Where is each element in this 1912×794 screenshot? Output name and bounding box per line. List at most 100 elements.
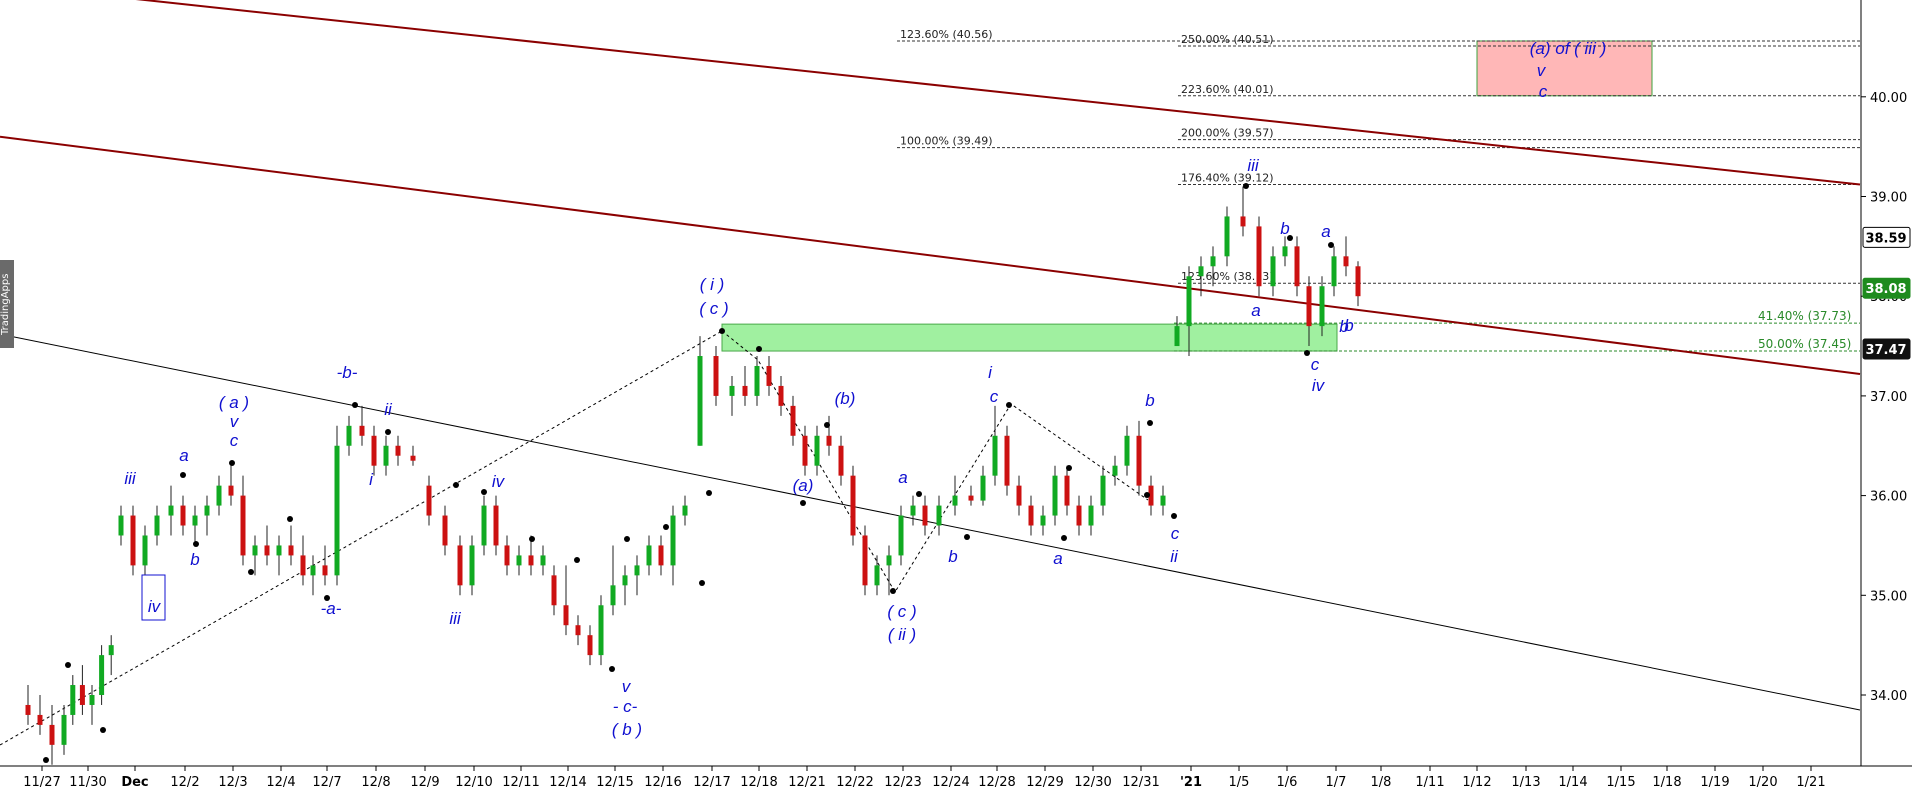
x-tick-label: 12/30: [1074, 775, 1111, 790]
wave-label: ( a ): [219, 393, 249, 412]
candle-up: [216, 485, 222, 506]
candle-up: [108, 645, 114, 656]
pivot-dot: [624, 536, 630, 542]
x-tick-label: 12/2: [170, 775, 199, 790]
x-tick-label: 1/12: [1462, 775, 1491, 790]
candle-up: [1088, 505, 1094, 526]
candle-down: [1064, 475, 1070, 506]
zones-layer: [721, 40, 1653, 352]
pivot-dot: [916, 491, 922, 497]
candle-down: [838, 445, 844, 476]
candle-down: [766, 365, 772, 386]
candle-down: [826, 435, 832, 446]
x-tick-label: 12/10: [455, 775, 492, 790]
candle-down: [264, 545, 270, 556]
candle-up: [334, 445, 340, 576]
candle-down: [395, 445, 401, 456]
candle-down: [426, 485, 432, 516]
y-tick-label: 35.00: [1870, 589, 1907, 604]
wave-label: (b): [835, 389, 856, 408]
pivot-dot: [964, 534, 970, 540]
candle-down: [457, 545, 463, 586]
wave-path: [721, 330, 1149, 593]
pivot-dot: [1066, 465, 1072, 471]
candle-down: [25, 704, 31, 715]
fib-label: 223.60% (40.01): [1181, 83, 1274, 96]
wave-label: ii: [1170, 547, 1179, 566]
x-tick-label: Dec: [121, 775, 148, 790]
wave-label: iv: [492, 472, 506, 491]
candle-down: [1016, 485, 1022, 506]
x-tick-label: 1/6: [1277, 775, 1298, 790]
price-tag-label: 37.47: [1865, 343, 1906, 358]
candle-up: [874, 565, 880, 586]
fib-label: 123.60% (38.13): [1181, 270, 1274, 283]
wave-label: a: [898, 468, 907, 487]
wave-label: iv: [1312, 376, 1326, 395]
candle-down: [802, 435, 808, 466]
fib-levels-layer: 123.60% (40.56) 250.00% (40.51) 223.60% (4…: [897, 28, 1860, 352]
x-tick-label: 12/8: [361, 775, 390, 790]
pivot-dot: [663, 524, 669, 530]
candle-up: [469, 545, 475, 586]
candle-down: [575, 625, 581, 636]
pivot-dot: [706, 490, 712, 496]
candle-down: [778, 385, 784, 406]
x-tick-label: 1/7: [1326, 775, 1347, 790]
pivot-dot: [229, 460, 235, 466]
candle-up: [1100, 475, 1106, 506]
pivot-dot: [1061, 535, 1067, 541]
candle-up: [952, 495, 958, 506]
support-zone: [721, 323, 1338, 352]
wave-label: b: [1280, 219, 1289, 238]
candle-up: [1282, 246, 1288, 257]
price-tag-label: 38.59: [1865, 231, 1906, 246]
pivot-dot: [1147, 420, 1153, 426]
candle-up: [1124, 435, 1130, 466]
fib-label: 200.00% (39.57): [1181, 127, 1274, 140]
x-tick-label: 12/16: [644, 775, 681, 790]
candle-down: [1355, 266, 1361, 297]
tradingapps-watermark: TradingApps: [0, 260, 14, 348]
pivot-dot: [43, 757, 49, 763]
pivot-dot: [248, 569, 254, 575]
candle-down: [742, 385, 748, 396]
x-tick-label: 12/15: [596, 775, 633, 790]
candle-down: [551, 575, 557, 606]
candle-up: [646, 545, 652, 566]
wave-label: - c-: [613, 697, 638, 716]
candle-up: [898, 515, 904, 556]
candle-up: [1174, 326, 1180, 347]
pivot-dot: [719, 328, 725, 334]
candle-down: [442, 515, 448, 546]
fib-label: 123.60% (40.56): [900, 28, 993, 41]
pivot-dots-layer: [43, 183, 1334, 763]
wave-label: c: [1311, 355, 1320, 374]
candle-down: [587, 635, 593, 656]
candle-down: [1256, 226, 1262, 287]
pivot-dot: [324, 595, 330, 601]
candle-up: [936, 505, 942, 526]
candle-down: [1306, 286, 1312, 327]
candle-down: [850, 475, 856, 536]
x-tick-label: 12/18: [740, 775, 777, 790]
candle-down: [1076, 505, 1082, 526]
candle-up: [634, 565, 640, 576]
candle-up: [154, 515, 160, 536]
candle-up: [70, 685, 76, 715]
pivot-dot: [453, 482, 459, 488]
wave-label: ii: [384, 400, 393, 419]
candle-up: [192, 515, 198, 526]
wave-label: i: [369, 470, 374, 489]
candle-down: [1148, 485, 1154, 506]
candle-up: [910, 505, 916, 516]
candle-down: [1343, 256, 1349, 267]
x-tick-label: 12/17: [693, 775, 730, 790]
pivot-dot: [1144, 492, 1150, 498]
candle-down: [288, 545, 294, 556]
candle-down: [49, 724, 55, 745]
price-tag: [1862, 226, 1911, 248]
x-tick-label: 12/3: [218, 775, 247, 790]
